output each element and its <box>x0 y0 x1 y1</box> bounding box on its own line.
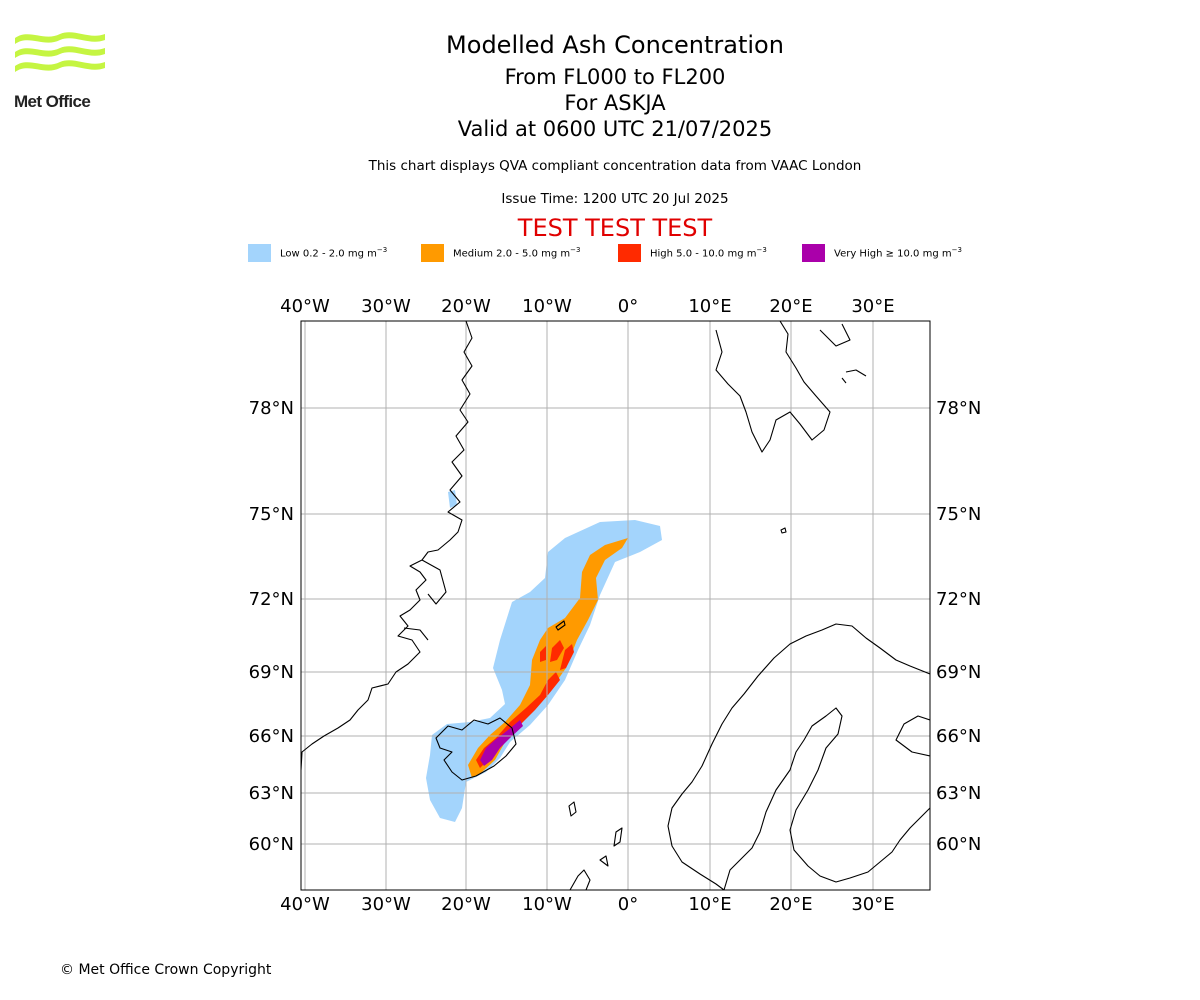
svalbard-coastline <box>715 321 867 453</box>
greenland-coastline <box>301 321 473 771</box>
lon-label-top: 0° <box>618 296 638 317</box>
gridlines <box>301 321 930 890</box>
ash-low-island <box>448 490 457 508</box>
ash-very-high-area <box>480 720 523 766</box>
lon-label-top: 10°W <box>522 296 572 317</box>
lon-label-bottom: 30°W <box>361 894 411 915</box>
legend-label-very-high: Very High ≥ 10.0 mg m−3 <box>834 246 962 260</box>
ash-medium-area <box>468 538 628 778</box>
legend-swatch-medium <box>421 244 444 262</box>
lat-label-left: 66°N <box>249 726 294 747</box>
lon-label-bottom: 20°W <box>441 894 491 915</box>
lon-label-bottom: 10°E <box>688 894 731 915</box>
met-office-logo: Met Office <box>14 30 106 112</box>
map-frame <box>300 320 931 891</box>
scotland-north <box>569 869 591 890</box>
lat-label-left: 75°N <box>249 504 294 525</box>
lat-label-left: 69°N <box>249 662 294 683</box>
lat-label-left: 60°N <box>249 834 294 855</box>
legend-swatch-low <box>248 244 271 262</box>
map-background <box>301 321 930 890</box>
volcano-name: For ASKJA <box>564 91 666 115</box>
faroe-shetland <box>568 801 623 867</box>
lon-label-top: 30°E <box>851 296 894 317</box>
compliance-note: This chart displays QVA compliant concen… <box>368 158 862 174</box>
ash-high-patch-2 <box>560 644 574 670</box>
legend-label-high: High 5.0 - 10.0 mg m−3 <box>650 246 767 260</box>
ash-plume <box>426 490 662 822</box>
lat-label-right: 66°N <box>936 726 981 747</box>
lat-label-right: 72°N <box>936 589 981 610</box>
legend-label-medium: Medium 2.0 - 5.0 mg m−3 <box>453 246 581 260</box>
test-banner: TEST TEST TEST <box>517 214 713 242</box>
bottom-lon-labels: 40°W 30°W 20°W 10°W 0° 10°E 20°E 30°E <box>280 894 894 915</box>
copyright-footer: © Met Office Crown Copyright <box>60 962 272 978</box>
lat-label-left: 72°N <box>249 589 294 610</box>
legend-swatch-very-high <box>802 244 825 262</box>
issue-time: Issue Time: 1200 UTC 20 Jul 2025 <box>501 191 729 207</box>
lat-label-left: 78°N <box>249 398 294 419</box>
ash-high-patch-3 <box>540 646 546 662</box>
lon-label-top: 30°W <box>361 296 411 317</box>
ash-high-patch-1 <box>550 640 564 662</box>
lat-label-right: 78°N <box>936 398 981 419</box>
coastlines <box>301 321 930 890</box>
lon-label-bottom: 0° <box>618 894 638 915</box>
iceland-coastline <box>435 717 517 781</box>
chart-title: Modelled Ash Concentration <box>446 31 784 59</box>
met-office-waves-icon <box>15 32 105 72</box>
lon-label-bottom: 10°W <box>522 894 572 915</box>
lon-label-bottom: 30°E <box>851 894 894 915</box>
greenland-fjord-2 <box>403 627 429 641</box>
met-office-logo-text: Met Office <box>14 92 91 111</box>
baltic-coast <box>895 715 930 757</box>
left-lat-labels: 78°N 75°N 72°N 69°N 66°N 63°N 60°N <box>249 398 294 855</box>
valid-time: Valid at 0600 UTC 21/07/2025 <box>457 117 773 141</box>
lon-label-bottom: 20°E <box>769 894 812 915</box>
legend-swatch-high <box>618 244 641 262</box>
flight-level-range: From FL000 to FL200 <box>504 65 726 89</box>
lon-label-top: 10°E <box>688 296 731 317</box>
lon-label-bottom: 40°W <box>280 894 330 915</box>
lat-label-left: 63°N <box>249 783 294 804</box>
lat-label-right: 69°N <box>936 662 981 683</box>
greenland-fjord-1 <box>421 559 447 605</box>
legend-label-low: Low 0.2 - 2.0 mg m−3 <box>280 246 388 260</box>
bear-island <box>780 527 787 534</box>
lon-label-top: 20°E <box>769 296 812 317</box>
lat-label-right: 75°N <box>936 504 981 525</box>
lon-label-top: 40°W <box>280 296 330 317</box>
lat-label-right: 63°N <box>936 783 981 804</box>
lon-label-top: 20°W <box>441 296 491 317</box>
lat-label-right: 60°N <box>936 834 981 855</box>
right-lat-labels: 78°N 75°N 72°N 69°N 66°N 63°N 60°N <box>936 398 981 855</box>
top-lon-labels: 40°W 30°W 20°W 10°W 0° 10°E 20°E 30°E <box>280 296 894 317</box>
jan-mayen <box>555 620 566 631</box>
scandinavia-coastline <box>667 623 930 890</box>
